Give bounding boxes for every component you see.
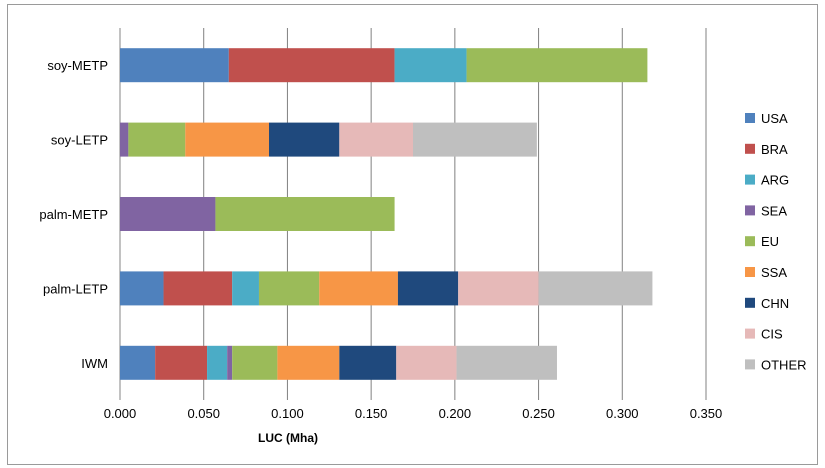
x-tick-label: 0.050 xyxy=(187,406,220,421)
category-label: palm-METP xyxy=(39,207,108,222)
bar-segment-chn-palm-letp xyxy=(397,271,459,306)
legend-label-arg: ARG xyxy=(761,173,789,188)
bar-segment-eu-iwm xyxy=(232,345,278,380)
bar-segment-chn-iwm xyxy=(339,345,397,380)
legend-swatch-arg xyxy=(745,174,755,185)
x-tick-label: 0.150 xyxy=(355,406,388,421)
x-tick-label: 0.350 xyxy=(690,406,723,421)
category-label: soy-METP xyxy=(47,58,108,73)
bar-segment-bra-iwm xyxy=(155,345,208,380)
category-label: soy-LETP xyxy=(51,133,108,148)
legend-label-cis: CIS xyxy=(761,327,783,342)
legend-label-chn: CHN xyxy=(761,296,789,311)
bar-segment-sea-palm-metp xyxy=(120,197,216,231)
bars xyxy=(120,48,653,380)
legend: USA BRA ARG SEA EU SSA CHN CIS OTHER xyxy=(745,111,807,372)
bar-segment-arg-palm-letp xyxy=(232,271,259,306)
legend-label-eu: EU xyxy=(761,234,779,249)
legend-swatch-other xyxy=(745,359,755,370)
gridlines xyxy=(119,28,707,400)
legend-label-ssa: SSA xyxy=(761,265,787,280)
bar-segment-sea-iwm xyxy=(227,345,233,380)
bar-segment-bra-soy-metp xyxy=(228,48,395,83)
bar-segment-usa-soy-metp xyxy=(120,48,229,83)
legend-swatch-bra xyxy=(745,143,755,154)
x-tick-label: 0.000 xyxy=(104,406,137,421)
bar-segment-eu-soy-metp xyxy=(466,48,648,83)
bar-segment-eu-soy-letp xyxy=(128,122,186,157)
bar-segment-cis-soy-letp xyxy=(339,122,413,157)
legend-swatch-sea xyxy=(745,205,755,216)
bar-segment-ssa-soy-letp xyxy=(185,122,270,157)
bar-segment-other-soy-letp xyxy=(413,122,537,157)
category-label: palm-LETP xyxy=(43,281,108,296)
bar-segment-ssa-iwm xyxy=(277,345,340,380)
x-axis-title: LUC (Mha) xyxy=(258,431,318,445)
bar-segment-usa-iwm xyxy=(120,345,156,380)
legend-swatch-cis xyxy=(745,328,755,339)
bar-segment-other-iwm xyxy=(456,345,557,380)
bar-segment-arg-soy-metp xyxy=(394,48,467,83)
x-tick-label: 0.250 xyxy=(522,406,555,421)
bar-segment-arg-iwm xyxy=(207,345,228,380)
x-tick-label: 0.300 xyxy=(606,406,639,421)
legend-label-bra: BRA xyxy=(761,142,788,157)
bar-segment-eu-palm-metp xyxy=(215,197,395,231)
x-tick-labels: 0.000 0.050 0.100 0.150 0.200 0.250 0.300 0.350 xyxy=(104,406,723,421)
x-tick-label: 0.200 xyxy=(439,406,472,421)
legend-label-usa: USA xyxy=(761,111,788,126)
legend-label-sea: SEA xyxy=(761,203,787,218)
bar-segment-cis-palm-letp xyxy=(458,271,539,306)
bar-segment-chn-soy-letp xyxy=(269,122,340,157)
bar-segment-other-palm-letp xyxy=(538,271,653,306)
bar-segment-usa-palm-letp xyxy=(120,271,164,306)
bar-segment-sea-soy-letp xyxy=(120,122,129,157)
legend-swatch-eu xyxy=(745,236,755,247)
x-tick-label: 0.100 xyxy=(271,406,304,421)
bar-segment-ssa-palm-letp xyxy=(319,271,398,306)
legend-label-other: OTHER xyxy=(761,357,807,372)
legend-swatch-usa xyxy=(745,113,755,123)
category-labels: soy-METP soy-LETP palm-METP palm-LETP IWM xyxy=(39,58,108,371)
bar-segment-eu-palm-letp xyxy=(258,271,320,306)
legend-swatch-ssa xyxy=(745,267,755,277)
category-label: IWM xyxy=(81,356,108,371)
bar-segment-bra-palm-letp xyxy=(163,271,233,306)
bar-segment-cis-iwm xyxy=(396,345,457,380)
legend-swatch-chn xyxy=(745,297,755,308)
